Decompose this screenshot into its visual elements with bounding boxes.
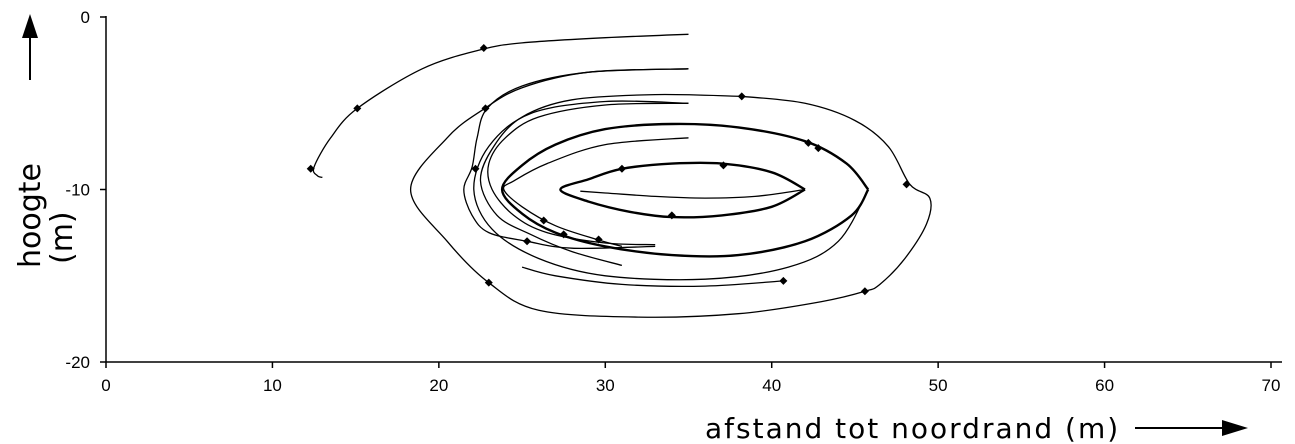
track-line xyxy=(500,122,870,258)
x-tick-label: 50 xyxy=(929,376,948,395)
x-tick-label: 20 xyxy=(429,376,448,395)
x-tick-label: 40 xyxy=(762,376,781,395)
track-line xyxy=(502,137,689,248)
x-tick-label: 10 xyxy=(263,376,282,395)
data-point-marker xyxy=(484,278,493,287)
series-track-1 xyxy=(306,33,689,179)
track-line xyxy=(559,161,806,219)
data-point-marker xyxy=(902,180,911,189)
series-track-9 xyxy=(473,100,869,281)
x-tick-label: 0 xyxy=(101,376,110,395)
series-track-4 xyxy=(502,137,689,248)
data-point-marker xyxy=(306,164,315,173)
x-axis-title: afstand tot noordrand (m) xyxy=(705,412,1248,444)
data-point-marker xyxy=(737,92,746,101)
y-axis: 0 -10 -20 xyxy=(65,8,107,372)
plot-area xyxy=(306,33,932,318)
x-tick-label: 30 xyxy=(596,376,615,395)
data-point-marker xyxy=(353,104,362,113)
up-arrow-icon xyxy=(22,14,38,80)
data-point-marker xyxy=(667,211,676,220)
data-point-marker xyxy=(617,164,626,173)
y-axis-title: hoogte (m) xyxy=(13,14,80,268)
track-line xyxy=(580,188,806,199)
data-point-marker xyxy=(860,287,869,296)
data-point-marker xyxy=(804,138,813,147)
data-point-marker xyxy=(594,235,603,244)
y-tick-label: -20 xyxy=(65,353,90,372)
data-point-marker xyxy=(539,216,548,225)
x-tick-label: 60 xyxy=(1095,376,1114,395)
data-point-marker xyxy=(523,237,532,246)
x-tick-label: 70 xyxy=(1262,376,1281,395)
y-tick-label: -10 xyxy=(65,181,90,200)
track-line xyxy=(473,100,869,281)
series-track-11 xyxy=(580,188,806,199)
y-tick-label: 0 xyxy=(81,8,90,27)
track-line xyxy=(312,33,689,179)
track-line xyxy=(463,68,689,250)
data-point-marker xyxy=(779,276,788,285)
series-track-6 xyxy=(409,68,932,318)
series-track-2 xyxy=(463,68,689,250)
series-track-5 xyxy=(479,92,746,267)
series-track-7 xyxy=(521,266,788,287)
data-point-marker xyxy=(719,161,728,170)
right-arrow-icon xyxy=(1135,420,1248,436)
x-axis-title-text: afstand tot noordrand (m) xyxy=(705,412,1120,444)
track-line xyxy=(521,266,784,287)
series-track-8 xyxy=(500,122,870,258)
track-line xyxy=(479,93,742,267)
series-track-10 xyxy=(559,161,806,220)
y-axis-title-line-2: (m) xyxy=(45,211,80,264)
data-point-marker xyxy=(814,144,823,153)
track-line xyxy=(409,68,932,318)
x-axis: 0 10 20 30 40 50 60 70 xyxy=(101,361,1282,395)
data-point-marker xyxy=(479,44,488,53)
y-axis-title-line-1: hoogte xyxy=(13,163,48,268)
